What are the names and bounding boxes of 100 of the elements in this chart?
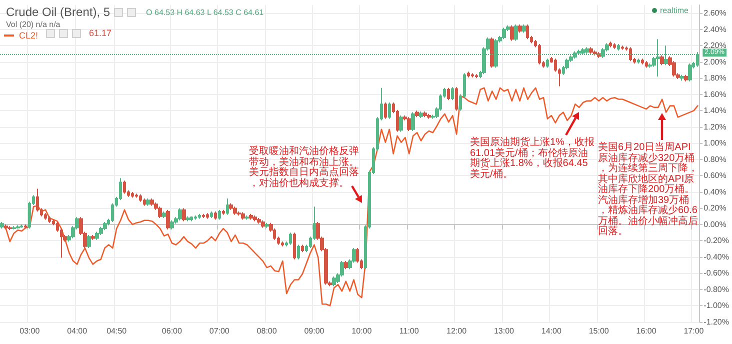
- y-tick-label: -0.80%: [704, 284, 730, 294]
- candlestick: [522, 24, 526, 34]
- candlestick: [613, 42, 616, 50]
- candlestick: [621, 45, 624, 50]
- candlestick: [526, 24, 529, 40]
- candlestick: [490, 37, 494, 68]
- candlestick: [502, 27, 506, 40]
- annotation: O 64.53 H 64.63 L 64.53 C 64.61: [146, 8, 264, 16]
- candlestick: [198, 213, 201, 220]
- candlestick: [407, 116, 411, 132]
- candlestick: [91, 234, 95, 240]
- y-tick-label: 0.40%: [704, 187, 726, 196]
- x-tick-label: 10:00: [352, 326, 372, 336]
- candlestick: [415, 110, 419, 118]
- candlestick: [146, 198, 150, 206]
- candlestick: [289, 232, 292, 246]
- candlestick: [99, 226, 103, 236]
- y-tick-label: 1.00%: [704, 138, 726, 148]
- chart-title: Crude Oil (Brent), 5: [6, 5, 110, 19]
- x-tick-label: 07:00: [209, 326, 230, 336]
- candlestick: [384, 102, 387, 120]
- candlestick: [684, 74, 688, 82]
- candlestick: [257, 217, 261, 224]
- candlestick: [451, 86, 454, 101]
- y-tick-label: 1.40%: [704, 106, 726, 116]
- y-tick-label: 2.40%: [704, 24, 726, 34]
- candlestick: [249, 213, 253, 220]
- candlestick: [688, 63, 692, 82]
- x-tick-label: 16:00: [636, 326, 657, 336]
- y-tick-label: 2.20%: [704, 41, 726, 50]
- candlestick: [546, 58, 549, 68]
- candlestick: [589, 46, 593, 54]
- y-tick-label: -0.20%: [704, 236, 730, 246]
- candlestick: [123, 180, 126, 194]
- x-tick-label: 14:00: [541, 326, 562, 336]
- candlestick: [143, 198, 146, 206]
- candlestick: [538, 44, 541, 65]
- y-tick-label: 1.20%: [704, 122, 726, 132]
- candlestick: [253, 215, 257, 222]
- annotation: 美国原油期货上涨1%，收报61.01美元/桶；布伦特原油期货上涨1.8%，收报64.45美元/桶。: [470, 137, 596, 180]
- candlestick: [87, 234, 91, 249]
- candlestick: [233, 206, 237, 216]
- candlestick: [190, 216, 193, 222]
- candlestick: [332, 276, 336, 287]
- candlestick: [609, 41, 612, 48]
- candlestick: [158, 206, 162, 218]
- annotation: realtime: [660, 6, 688, 15]
- candlestick: [202, 213, 205, 218]
- candlestick: [194, 215, 197, 220]
- candlestick: [261, 220, 265, 228]
- candlestick: [214, 210, 217, 220]
- candlestick: [16, 224, 20, 230]
- candlestick: [510, 24, 514, 42]
- candlestick: [162, 210, 166, 218]
- candlestick: [206, 212, 209, 220]
- candlestick: [241, 212, 245, 220]
- candlestick: [297, 244, 300, 260]
- text: 美国6月20日当周API原油库存减少320万桶，为连续第三周下降，其中库欣地区的API原油库存下降200万桶。汽油库存增加39万桶，精炼油库存减少60.6万桶。油价小幅冲高后回落。: [598, 142, 698, 237]
- y-tick-label: -1.00%: [704, 301, 730, 310]
- candlestick: [427, 113, 431, 120]
- candlestick: [8, 226, 12, 231]
- annotation: Vol (20) n/a n/a: [6, 20, 60, 29]
- candlestick: [103, 222, 107, 231]
- x-tick-label: 12:00: [446, 326, 468, 336]
- candlestick: [593, 50, 597, 56]
- x-tick-label: 11:00: [399, 326, 420, 336]
- candlestick: [680, 74, 684, 82]
- candlestick: [135, 193, 138, 198]
- candlestick: [226, 198, 229, 216]
- y-tick-label: 0.00%: [704, 220, 726, 229]
- x-tick-label: 04:50: [106, 326, 128, 336]
- candlestick: [139, 194, 142, 202]
- y-tick-label: 1.80%: [704, 74, 726, 83]
- candlestick: [637, 58, 640, 64]
- candlestick: [265, 222, 269, 228]
- legend-label: CL2!: [19, 30, 38, 40]
- y-tick-label: -0.60%: [704, 268, 730, 278]
- candlestick: [455, 86, 458, 112]
- candlestick: [218, 209, 221, 220]
- x-tick-label: 17:00: [684, 326, 704, 336]
- candlestick: [182, 208, 186, 222]
- candlestick: [229, 202, 233, 210]
- y-tick-label: 0.20%: [704, 204, 726, 213]
- annotation: 受取暖油和汽油价格反弹带动，美油和布油上涨。美元指数自日内高点回落，对油价也构成支撑。: [249, 146, 360, 189]
- candlestick: [222, 209, 225, 216]
- x-tick-label: 08:00: [256, 326, 278, 336]
- x-tick-label: 03:00: [20, 326, 40, 336]
- candlestick: [471, 72, 474, 78]
- candlestick: [237, 210, 241, 216]
- candlestick: [0, 222, 4, 230]
- candlestick: [447, 87, 450, 101]
- candlestick: [645, 60, 648, 68]
- candlestick: [660, 54, 664, 66]
- candlestick: [186, 216, 190, 222]
- candlestick: [514, 24, 518, 42]
- candlestick: [293, 232, 296, 260]
- candlestick: [245, 215, 249, 220]
- candlestick: [344, 260, 348, 270]
- candlestick: [210, 210, 213, 218]
- y-tick-label: 2.60%: [704, 8, 726, 18]
